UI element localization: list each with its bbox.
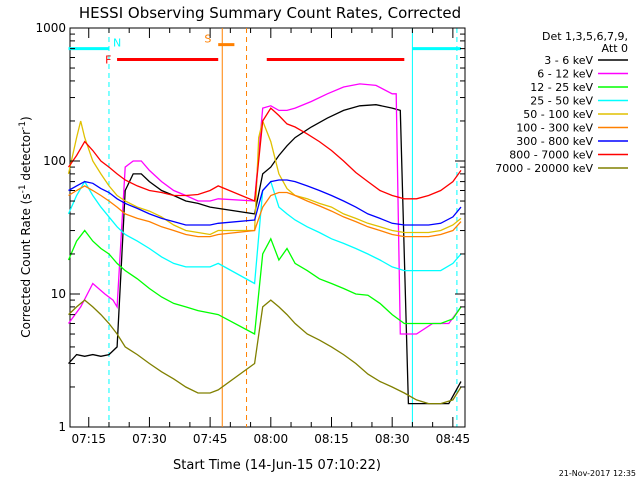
series-line-1 — [67, 83, 462, 335]
y-axis-label-tail: detector — [19, 130, 33, 185]
x-tick-label: 08:15 — [314, 432, 349, 446]
x-axis-label: Start Time (14-Jun-15 07:10:22) — [173, 458, 381, 473]
x-tick-label: 08:30 — [375, 432, 410, 446]
y-tick-label: 1 — [58, 420, 66, 434]
chart-title: HESSI Observing Summary Count Rates, Cor… — [79, 4, 461, 22]
series-line-5 — [68, 185, 462, 238]
y-axis-ticks: 1 10 100 1000 — [35, 21, 465, 434]
legend-label-2: 12 - 25 keV — [530, 81, 593, 94]
y-tick-label: 1000 — [35, 21, 66, 35]
x-tick-label: 07:15 — [71, 432, 106, 446]
series-line-7 — [67, 107, 462, 202]
plot-frame — [69, 27, 466, 428]
series-line-0 — [68, 104, 462, 405]
legend-label-3: 25 - 50 keV — [530, 95, 593, 108]
y-axis-label-sup-2: -1 — [18, 121, 28, 130]
x-tick-label: 07:30 — [132, 432, 167, 446]
y-axis-label-main: Corrected Count Rate (s — [19, 193, 33, 337]
x-tick-label: 08:00 — [254, 432, 289, 446]
legend-label-0: 3 - 6 keV — [544, 54, 593, 67]
legend-header-1: Det 1,3,5,6,7,9, — [542, 30, 628, 43]
x-tick-label: 08:45 — [436, 432, 471, 446]
y-axis-label-sup: -1 — [18, 184, 28, 193]
legend-label-4: 50 - 100 keV — [523, 108, 593, 121]
footer-timestamp: 21-Nov-2017 12:35 — [559, 469, 636, 478]
annotation-label-f: F — [105, 53, 111, 66]
legend-header-2: Att 0 — [602, 42, 628, 55]
x-tick-label: 07:45 — [193, 432, 228, 446]
legend-label-6: 300 - 800 keV — [516, 135, 593, 148]
annotation-label-n: N — [113, 37, 121, 50]
annotation-label-s: S — [204, 33, 211, 46]
plot-area: NF S — [67, 27, 466, 428]
annotations: NF S — [68, 28, 461, 427]
legend-label-1: 6 - 12 keV — [537, 68, 593, 81]
y-axis-label-close: ) — [19, 116, 33, 121]
series-line-4 — [67, 118, 462, 236]
series-lines — [67, 83, 462, 405]
legend-label-8: 7000 - 20000 keV — [495, 162, 593, 175]
legend-label-7: 800 - 7000 keV — [509, 149, 593, 162]
x-axis-ticks: 07:15 07:30 07:45 08:00 08:15 08:30 08:45 — [71, 28, 470, 446]
y-axis-label: Corrected Count Rate (s-1 detector-1) — [18, 116, 33, 337]
series-line-6 — [68, 179, 462, 226]
y-tick-label: 100 — [43, 154, 66, 168]
series-line-2 — [67, 229, 462, 336]
series-line-8 — [68, 299, 462, 405]
y-tick-label: 10 — [51, 287, 66, 301]
legend-label-5: 100 - 300 keV — [516, 122, 593, 135]
